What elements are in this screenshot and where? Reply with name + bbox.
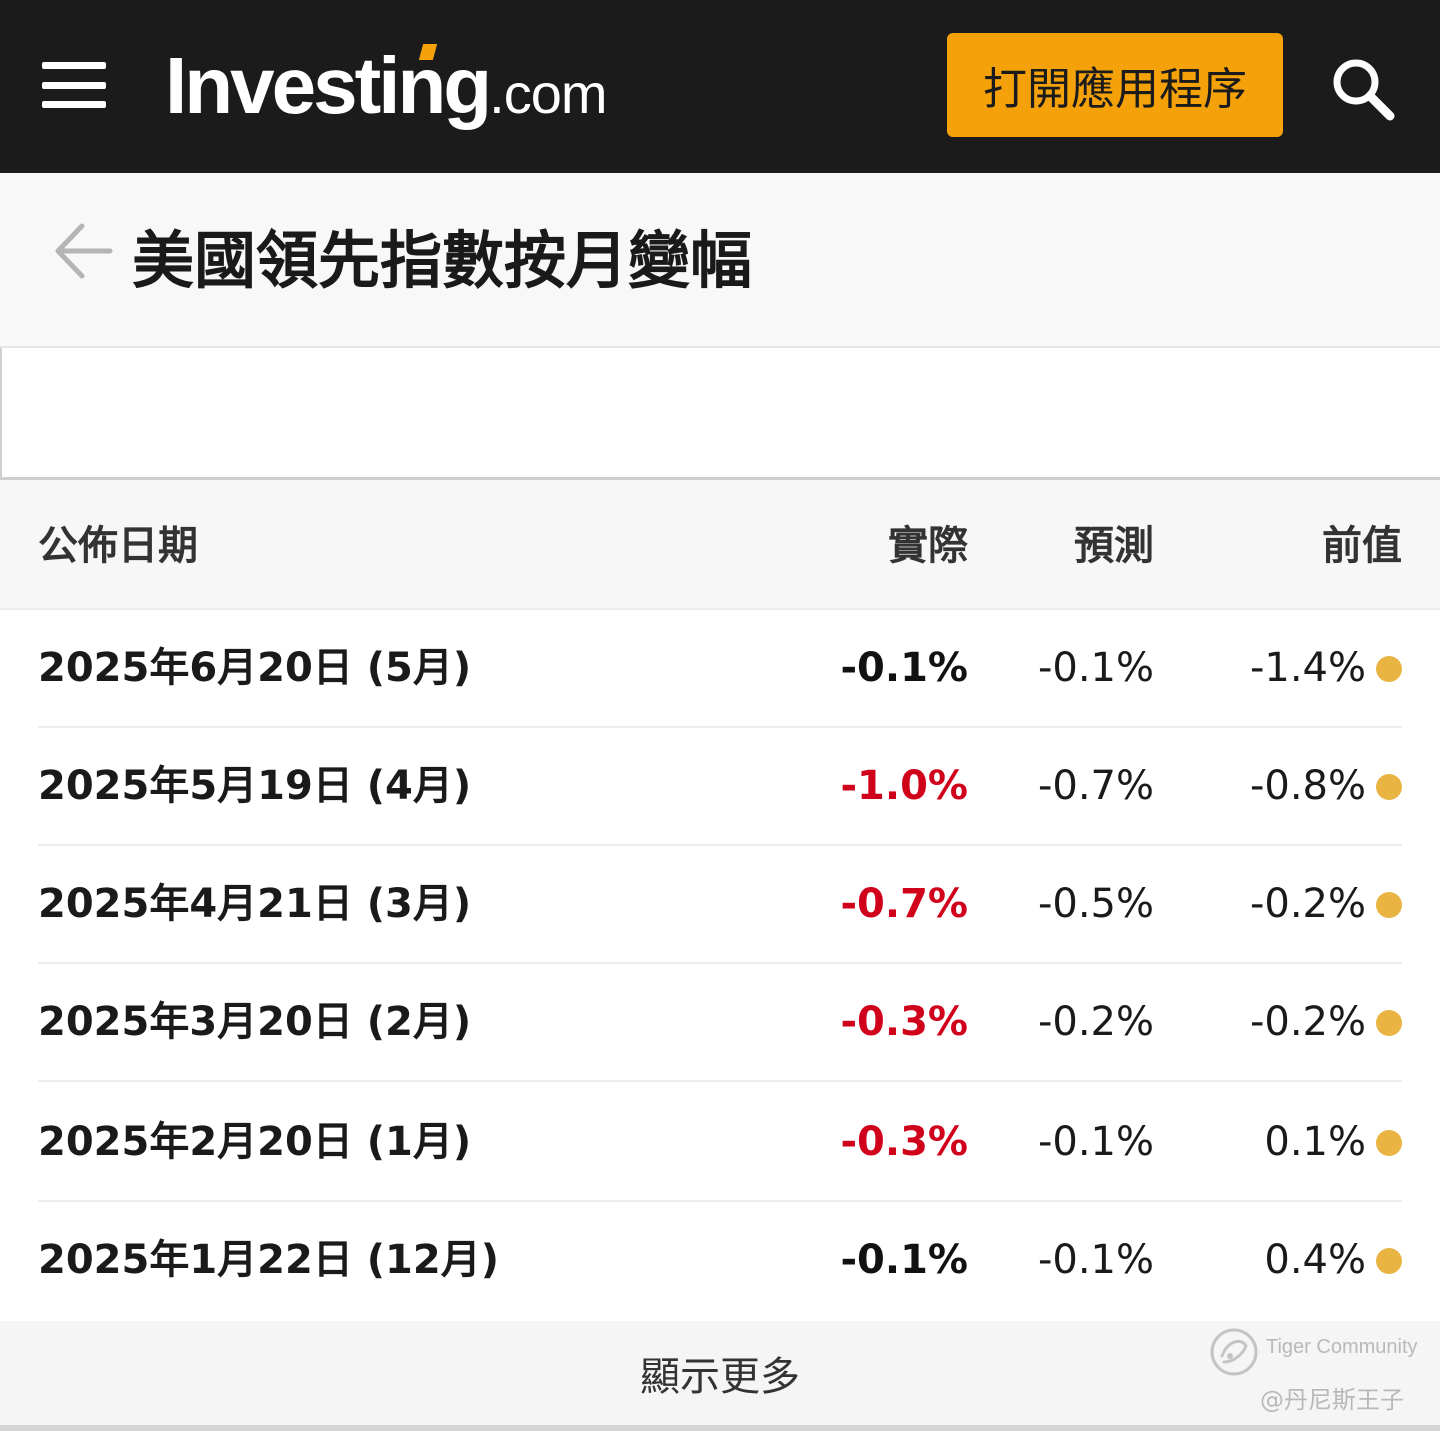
previous-value: -0.8% [1249,763,1366,809]
table-row: 2025年5月19日 (4月) -1.0% -0.7% -0.8% [0,728,1440,846]
table-row: 2025年6月20日 (5月) -0.1% -0.1% -1.4% [0,610,1440,728]
previous-value: -0.2% [1249,881,1366,927]
table-row: 2025年3月20日 (2月) -0.3% -0.2% -0.2% [0,964,1440,1082]
row-divider [38,1200,1402,1202]
row-divider [38,1080,1402,1082]
row-divider [38,726,1402,728]
release-date: 2025年4月21日 (3月) [38,881,472,927]
page-title-bar: 美國領先指數按月變幅 [0,173,1440,348]
logo-tld: .com [489,62,607,125]
logo-brand: Investing [165,41,492,130]
actual-value: -0.3% [840,999,968,1045]
forecast-value: -0.2% [1037,999,1154,1045]
watermark-brand: Tiger Community [1266,1336,1418,1358]
forecast-value: -0.1% [1037,1237,1154,1283]
actual-value: -0.1% [840,1237,968,1283]
column-header-date: 公佈日期 [38,523,198,569]
investing-logo[interactable]: Investing .com [165,36,608,136]
status-dot-icon [1376,1010,1402,1036]
actual-value: -0.7% [840,881,968,927]
bottom-divider [0,1425,1440,1431]
release-date: 2025年2月20日 (1月) [38,1119,472,1165]
release-date: 2025年6月20日 (5月) [38,645,472,691]
table-row: 2025年1月22日 (12月) -0.1% -0.1% 0.4% [0,1202,1440,1320]
status-dot-icon [1376,892,1402,918]
status-dot-icon [1376,1130,1402,1156]
forecast-value: -0.5% [1037,881,1154,927]
page-title: 美國領先指數按月變幅 [132,224,753,297]
release-date: 2025年3月20日 (2月) [38,999,472,1045]
previous-value: -0.2% [1249,999,1366,1045]
forecast-value: -0.1% [1037,1119,1154,1165]
table-header: 公佈日期 實際 預測 前值 [0,480,1440,610]
column-header-previous: 前值 [1322,523,1402,569]
actual-value: -0.1% [840,645,968,691]
forecast-value: -0.7% [1037,763,1154,809]
status-dot-icon [1376,656,1402,682]
column-header-actual: 實際 [888,523,968,569]
open-app-button[interactable]: 打開應用程序 [947,33,1283,137]
search-icon[interactable] [1326,54,1406,124]
release-date: 2025年1月22日 (12月) [38,1237,499,1283]
watermark-user: @丹尼斯王子 [1260,1386,1404,1414]
row-divider [38,962,1402,964]
arrow-left-icon[interactable] [50,218,116,284]
status-dot-icon [1376,774,1402,800]
status-dot-icon [1376,1248,1402,1274]
tiger-community-logo-icon [1208,1326,1260,1378]
hamburger-menu-icon[interactable] [42,62,106,108]
empty-chart-panel [0,348,1440,480]
previous-value: 0.4% [1264,1237,1366,1283]
row-divider [38,844,1402,846]
forecast-value: -0.1% [1037,645,1154,691]
previous-value: -1.4% [1249,645,1366,691]
column-header-forecast: 預測 [1074,523,1154,569]
table-row: 2025年2月20日 (1月) -0.3% -0.1% 0.1% [0,1084,1440,1202]
actual-value: -1.0% [840,763,968,809]
top-navigation-bar: Investing .com 打開應用程序 [0,0,1440,173]
show-more-button[interactable]: 顯示更多 [0,1321,1440,1425]
table-row: 2025年4月21日 (3月) -0.7% -0.5% -0.2% [0,846,1440,964]
previous-value: 0.1% [1264,1119,1366,1165]
release-date: 2025年5月19日 (4月) [38,763,472,809]
actual-value: -0.3% [840,1119,968,1165]
